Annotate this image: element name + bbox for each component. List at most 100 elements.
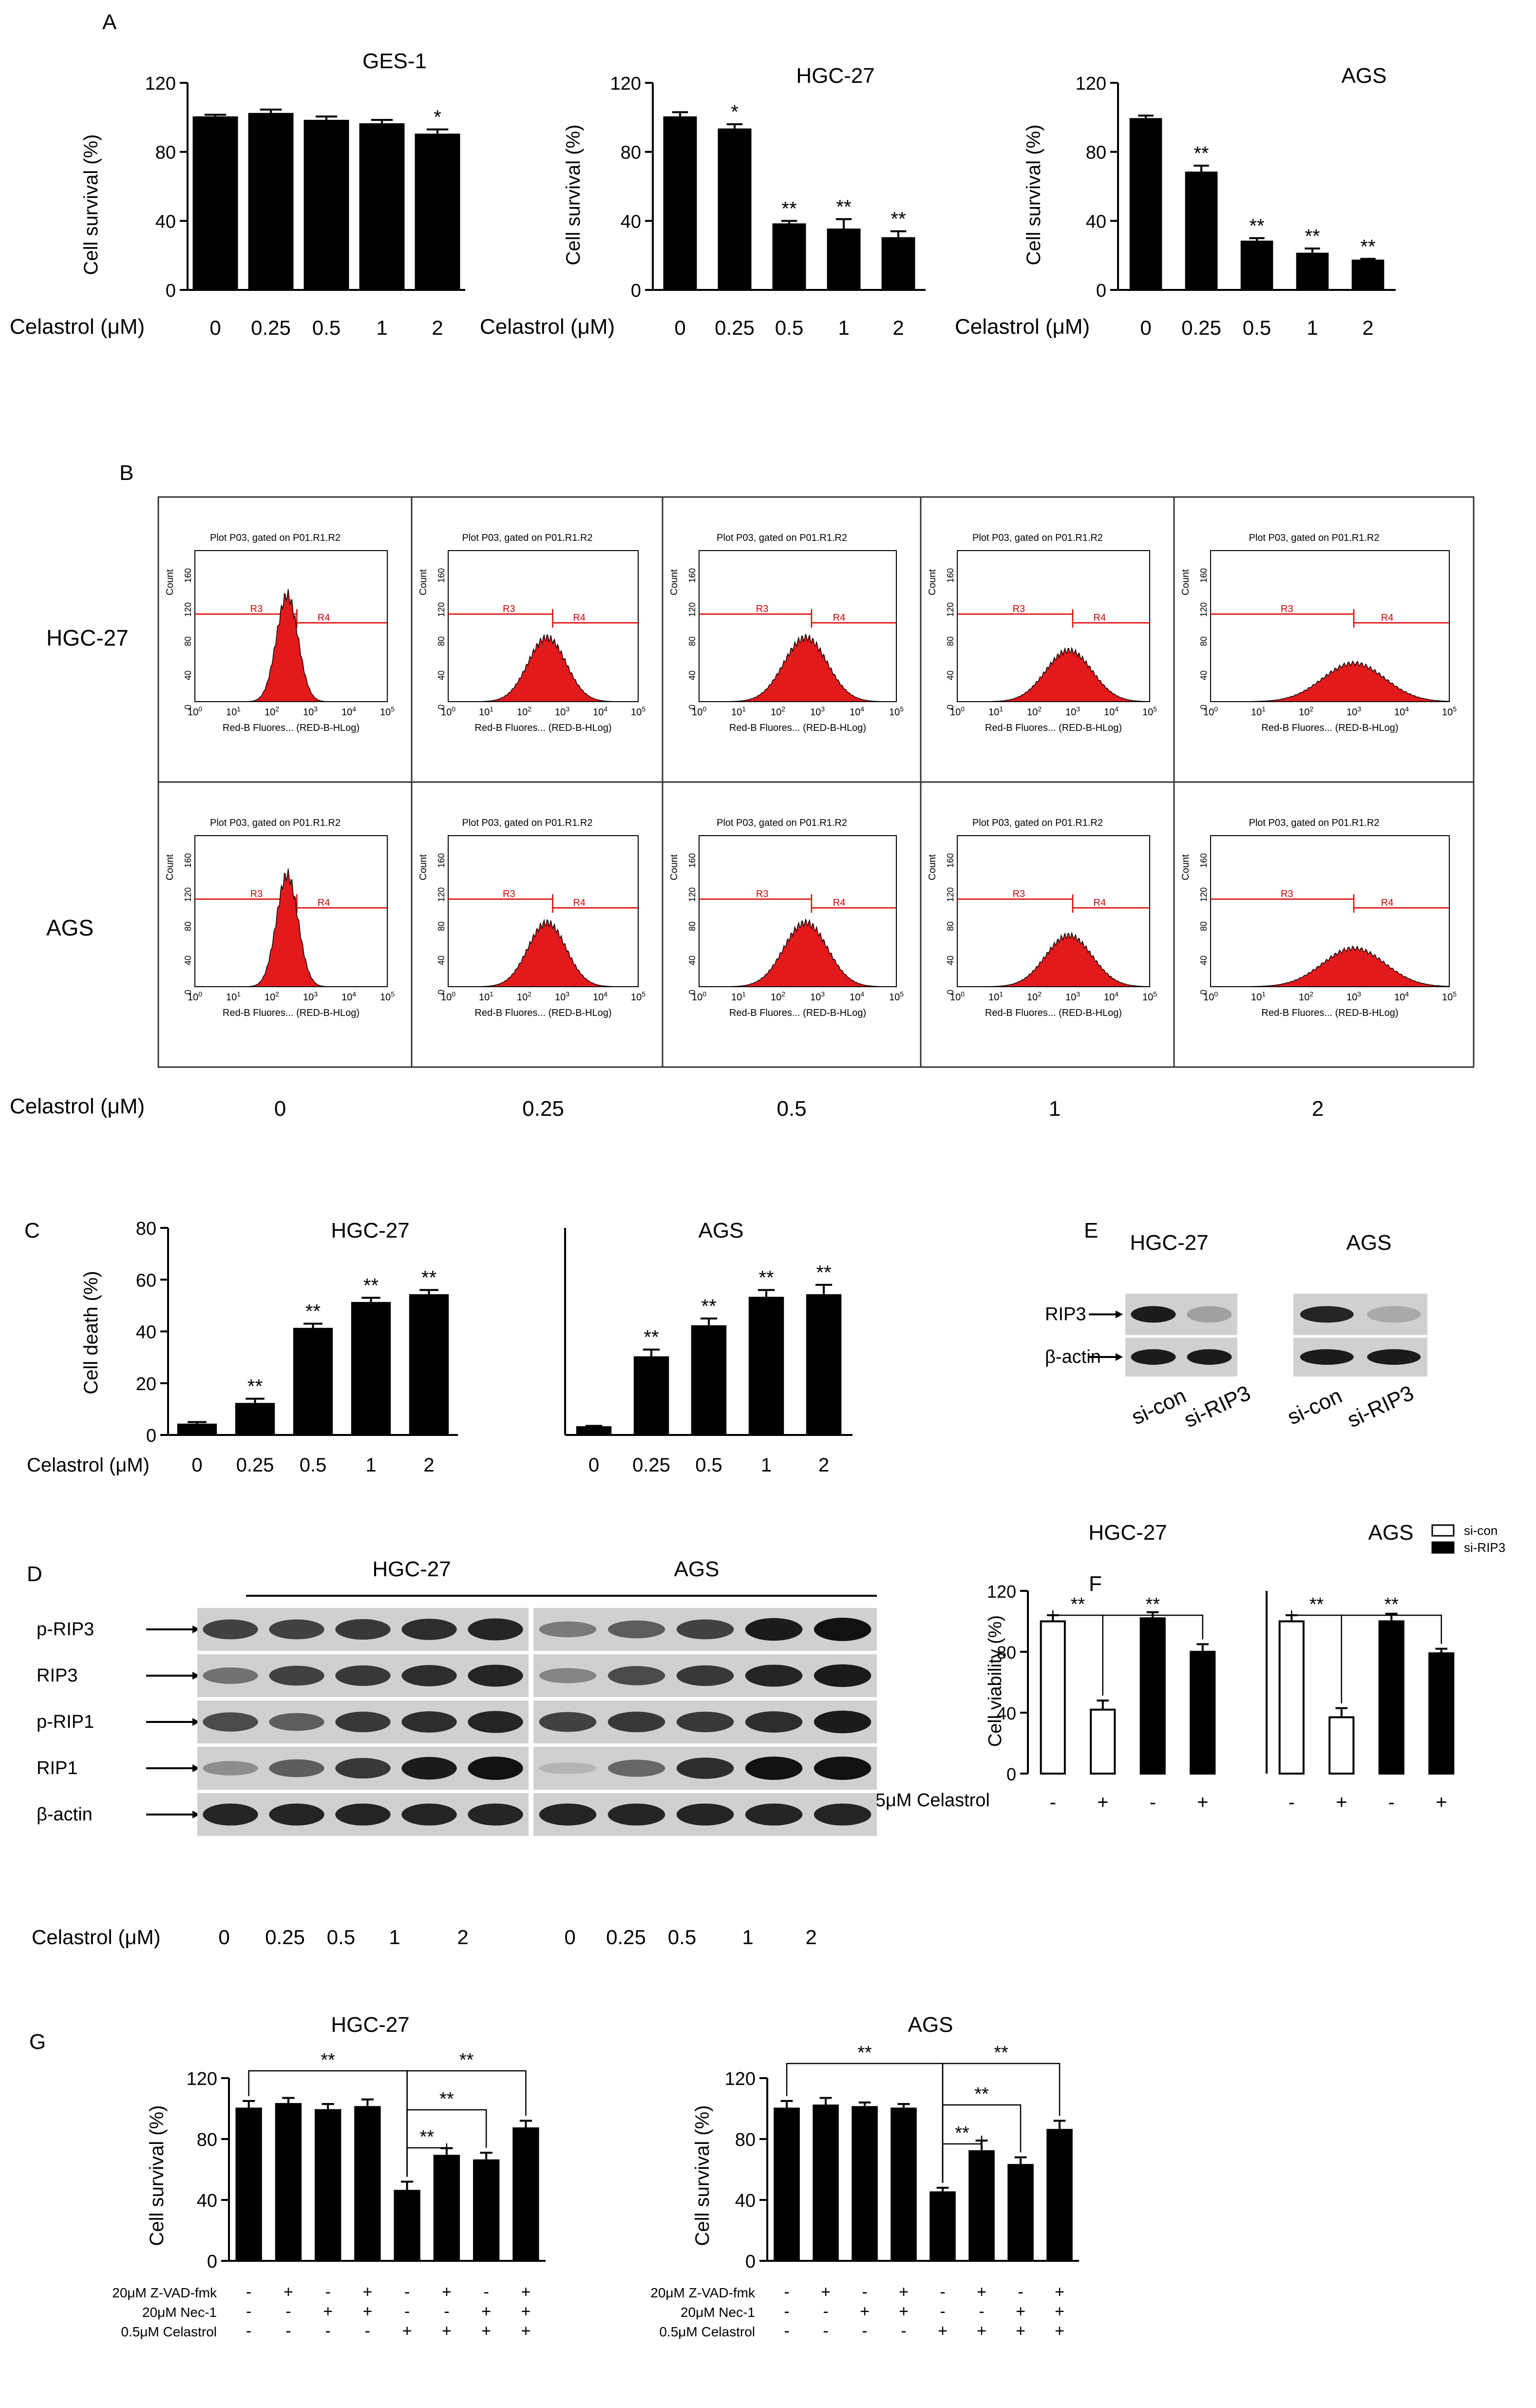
F2-xtick-label-2: -	[1388, 1792, 1395, 1813]
A1-bar-2	[303, 119, 349, 291]
F1-bar-2	[1139, 1617, 1166, 1775]
chart-title-hgc27-g: HGC-27	[331, 2013, 409, 2037]
blotd-band-1-4-2	[676, 1803, 734, 1826]
C1-sig-2: **	[305, 1301, 321, 1322]
blotd-row-label-0: p-RIP3	[37, 1619, 94, 1640]
a2-ylabel: Cell survival (%)	[563, 125, 584, 266]
G1-treatment-sign-0-6: -	[483, 2283, 489, 2301]
F1-ytick-label: 0	[1006, 1764, 1016, 1784]
blotd-band-1-1-1	[607, 1666, 665, 1685]
A1-ytick-label: 80	[155, 143, 176, 163]
A1-xtick-label-3: 1	[376, 316, 387, 339]
flow-1-4-xtick: 101	[1251, 990, 1266, 1003]
flow-0-2-ylabel: Count	[669, 569, 680, 595]
A3-bar-0	[1129, 118, 1162, 291]
G2-treatment-sign-1-4: -	[940, 2302, 945, 2321]
G2-bar-5	[968, 2150, 995, 2262]
G2-treatment-sign-2-6: +	[1016, 2322, 1025, 2340]
G2-bar-3	[891, 2107, 917, 2262]
blotd-band-0-0-0	[203, 1619, 258, 1640]
flow-0-2-ytick: 0	[687, 705, 697, 709]
G2-treatment-sign-0-5: +	[977, 2283, 986, 2301]
G1-treatment-sign-1-3: +	[362, 2302, 372, 2321]
blotd-row-arrowhead-2	[192, 1718, 200, 1726]
G2-treatment-sign-1-1: -	[823, 2302, 828, 2321]
blotd-lane-label-1-0: 0	[564, 1926, 575, 1949]
flow-0-1-xtick: 100	[441, 705, 455, 718]
G1-bar-5	[433, 2155, 460, 2262]
flow-0-0-gate-label-r3: R3	[250, 604, 263, 614]
F1-comparison-1	[1102, 1614, 1203, 1696]
G1-treatment-sign-0-4: -	[404, 2283, 410, 2301]
A3-xtick-label-4: 2	[1362, 316, 1373, 339]
C1-ytick-label: 40	[136, 1322, 156, 1343]
flow-1-1-xlabel: Red-B Fluores... (RED-B-HLog)	[474, 1008, 611, 1018]
flow-1-4-ytick: 160	[1199, 853, 1209, 868]
G1-treatment-sign-1-5: -	[444, 2302, 449, 2321]
C1-bar-2	[293, 1328, 333, 1436]
G2-bar-0	[774, 2107, 800, 2262]
flow-1-4-xtick: 103	[1346, 990, 1361, 1003]
G1-bar-7	[512, 2127, 539, 2262]
panel-label-f: F	[1089, 1572, 1102, 1596]
G1-treatment-sign-0-0: -	[246, 2283, 251, 2301]
blotd-band-0-3-3	[401, 1757, 457, 1780]
F1-ytick-label: 120	[987, 1582, 1016, 1602]
G2-treatment-sign-1-0: -	[784, 2302, 789, 2321]
C1-ytick-label: 60	[136, 1270, 156, 1291]
F1-ytick-label: 80	[997, 1643, 1016, 1663]
G2-treatment-sign-2-3: -	[901, 2322, 906, 2340]
blotd-band-1-0-2	[676, 1619, 734, 1640]
G2-treatment-sign-0-3: +	[899, 2283, 909, 2301]
flow-1-3-gate-label-r4: R4	[1094, 898, 1106, 908]
blotd-band-1-1-3	[745, 1664, 803, 1687]
flow-1-3-xtick: 101	[988, 990, 1003, 1003]
flow-0-0-gate-label-r4: R4	[318, 612, 330, 623]
flow-1-3-xtick: 103	[1065, 990, 1080, 1003]
G2-comparison-label-1: **	[955, 2123, 969, 2143]
flow-0-4-gate-label-r4: R4	[1381, 612, 1394, 623]
A3-ytick-label: 80	[1086, 143, 1106, 163]
flow-1-2-xlabel: Red-B Fluores... (RED-B-HLog)	[729, 1008, 866, 1018]
flow-1-0-ytick: 160	[183, 853, 193, 868]
G1-treatment-sign-0-7: +	[521, 2283, 531, 2301]
blotd-band-0-1-4	[468, 1664, 523, 1687]
flow-0-1-xlabel: Red-B Fluores... (RED-B-HLog)	[474, 723, 611, 733]
G2-comparison-label-3: **	[994, 2043, 1008, 2063]
A2-xtick-label-4: 2	[892, 316, 904, 339]
flow-1-3-xtick: 104	[1104, 990, 1119, 1003]
flow-1-1-ytick: 160	[436, 853, 446, 868]
a3-ylabel: Cell survival (%)	[1023, 125, 1044, 266]
flow-0-4-xlabel: Red-B Fluores... (RED-B-HLog)	[1261, 723, 1398, 733]
flow-0-0-ytick: 160	[183, 568, 193, 583]
flow-0-4-xtick: 100	[1203, 705, 1218, 718]
G1-treatment-sign-1-4: -	[404, 2302, 410, 2321]
flow-1-1-ytick: 120	[436, 887, 446, 902]
G2-treatment-sign-0-1: +	[821, 2283, 831, 2301]
chart-title-hgc27-c: HGC-27	[331, 1219, 409, 1242]
F2-xtick-label-1: +	[1336, 1792, 1347, 1813]
G2-ytick-label: 0	[745, 2252, 756, 2272]
flow-1-4-ytick: 0	[1199, 990, 1209, 994]
blotd-band-1-0-1	[607, 1620, 665, 1639]
flow-0-0-ytick: 120	[183, 602, 193, 617]
A2-ytick-label: 40	[621, 211, 641, 232]
A1-bar-3	[359, 123, 405, 291]
F2-bar-1	[1328, 1716, 1355, 1775]
flow-0-1-ytick: 0	[436, 705, 446, 709]
F2-xtick-label-3: +	[1436, 1792, 1447, 1813]
F2-bar-0	[1278, 1620, 1305, 1775]
flow-0-2-title: Plot P03, gated on P01.R1.R2	[717, 533, 847, 543]
blotd-band-1-3-1	[607, 1759, 665, 1777]
blotd-row-label-1: RIP3	[37, 1665, 77, 1686]
G1-treatment-sign-2-3: -	[365, 2322, 370, 2340]
blote-band-1-1-0	[1300, 1349, 1354, 1365]
C2-xtick-label-4: 2	[818, 1454, 829, 1476]
blotd-band-0-2-0	[203, 1712, 258, 1732]
A2-bar-4	[881, 237, 915, 291]
flow-1-4-xtick: 105	[1442, 990, 1457, 1003]
G1-treatment-sign-2-4: +	[402, 2322, 412, 2340]
flow-1-4-histogram	[1211, 945, 1450, 987]
flow-0-2-xtick: 100	[692, 705, 706, 718]
flow-1-3-title: Plot P03, gated on P01.R1.R2	[972, 818, 1103, 828]
